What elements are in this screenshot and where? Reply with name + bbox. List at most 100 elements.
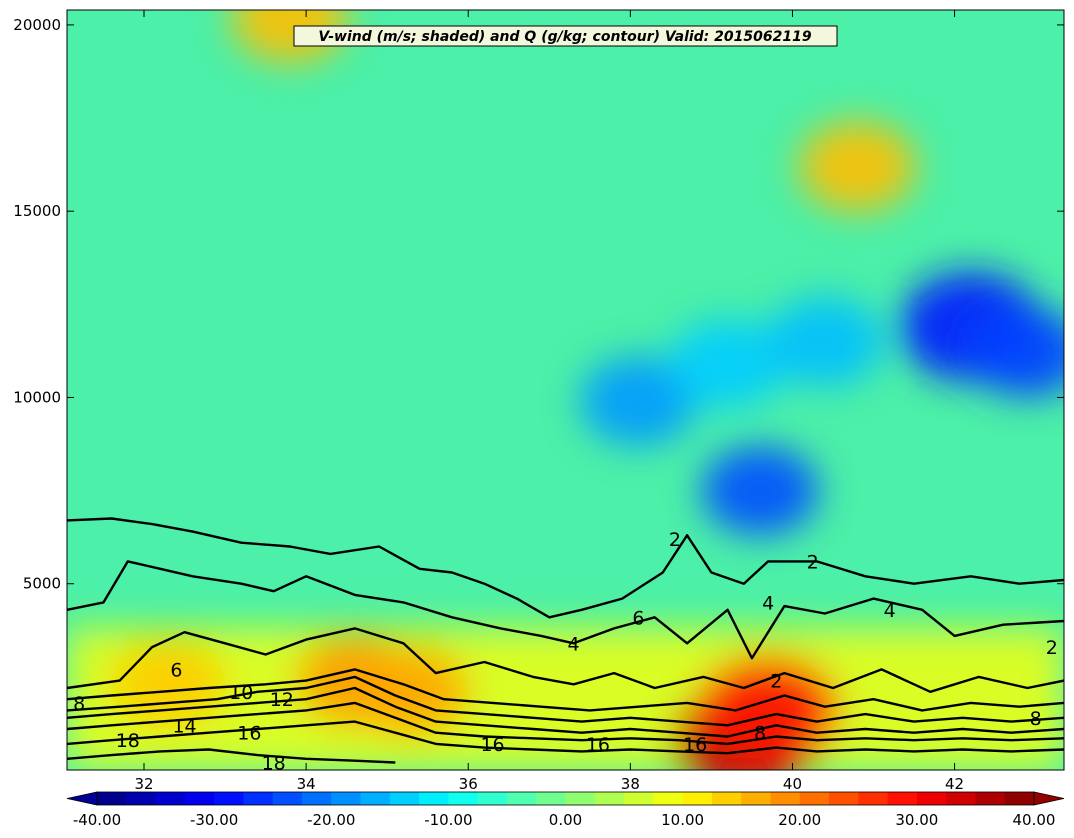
x-tick-label: 40 <box>783 775 802 793</box>
colorbar-cells <box>66 791 1065 806</box>
contour-line-q-4 <box>67 560 1064 660</box>
contour-label: 18 <box>116 730 140 752</box>
contour-line-q-12 <box>67 686 1064 738</box>
colorbar-cell <box>360 792 391 805</box>
colorbar-cell <box>272 792 303 805</box>
y-tick-label: 5000 <box>23 575 61 593</box>
colorbar-cell <box>770 792 801 805</box>
contour-label: 2 <box>770 671 782 693</box>
colorbar-cell <box>829 792 859 805</box>
plot-frame <box>66 9 1065 771</box>
contour-label: 6 <box>632 607 644 629</box>
colorbar-cell <box>301 792 332 805</box>
shaded-feature <box>231 10 349 63</box>
shaded-feature <box>766 296 884 387</box>
contour-label: 8 <box>754 723 766 745</box>
colorbar-cell <box>887 792 918 805</box>
colorbar-cell <box>214 792 244 805</box>
contour-label: 6 <box>170 659 182 681</box>
colorbar-cell <box>477 792 508 805</box>
colorbar-cell <box>565 792 596 805</box>
contour-line-q-8 <box>67 668 1064 712</box>
colorbar-cell <box>389 792 420 805</box>
shaded-feature <box>798 121 916 212</box>
contour-line-q-10 <box>67 675 1064 727</box>
x-tick-label: 32 <box>134 775 153 793</box>
contour-label: 4 <box>762 592 774 614</box>
y-tick-label: 20000 <box>13 16 61 34</box>
contour-layer <box>67 517 1064 764</box>
colorbar-cell <box>682 792 713 805</box>
contour-label: 18 <box>262 753 286 775</box>
contour-label: 12 <box>270 689 294 711</box>
colorbar-tick-label: 40.00 <box>1013 811 1056 829</box>
y-tick-label: 15000 <box>13 202 61 220</box>
shaded-feature <box>579 356 697 447</box>
colorbar-cell <box>916 792 947 805</box>
colorbar-tick-label: 0.00 <box>549 811 582 829</box>
colorbar-cell <box>184 792 215 805</box>
colorbar-cell <box>975 792 1006 805</box>
x-tick-label: 38 <box>621 775 640 793</box>
colorbar-cell <box>1004 792 1035 805</box>
colorbar-cell <box>97 792 127 805</box>
contour-line-q-16 <box>67 720 1064 755</box>
y-axis: 5000 10000 15000 20000 <box>13 16 1064 593</box>
colorbar-cell <box>243 792 274 805</box>
contour-label: 8 <box>73 693 85 715</box>
contour-label: 4 <box>568 633 580 655</box>
colorbar-cell <box>624 792 654 805</box>
colorbar-tick-label: -20.00 <box>307 811 355 829</box>
contour-line-q-18 <box>67 748 396 764</box>
colorbar-cell <box>506 792 537 805</box>
contour-label: 8 <box>1030 708 1042 730</box>
colorbar-cell <box>741 792 771 805</box>
colorbar-cell <box>536 792 566 805</box>
colorbar-cell <box>653 792 684 805</box>
shaded-lowlevel-band <box>67 628 1064 770</box>
contour-label: 4 <box>884 600 896 622</box>
colorbar-cell <box>419 792 449 805</box>
chart-title-box: V-wind (m/s; shaded) and Q (g/kg; contou… <box>293 25 838 47</box>
colorbar-max-extend <box>1033 791 1065 806</box>
colorbar-cell <box>946 792 976 805</box>
shaded-feature <box>701 445 819 536</box>
contour-line-q-2 <box>67 517 1064 619</box>
x-tick-label: 34 <box>297 775 316 793</box>
colorbar-tick-label: 20.00 <box>778 811 821 829</box>
colorbar-cell <box>799 792 830 805</box>
colorbar-ticks: -40.00 -30.00 -20.00 -10.00 0.00 10.00 20.00 30… <box>73 811 1056 829</box>
contour-label: 2 <box>669 529 681 551</box>
x-axis: 32 34 36 38 40 42 <box>134 10 964 793</box>
chart-title-background <box>293 25 838 47</box>
colorbar-cell <box>448 792 479 805</box>
x-tick-label: 36 <box>459 775 478 793</box>
x-tick-label: 42 <box>945 775 964 793</box>
colorbar-min-extend <box>66 791 98 806</box>
contour-label: 16 <box>586 734 610 756</box>
colorbar-cell <box>858 792 889 805</box>
colorbar-cell <box>594 792 625 805</box>
shaded-feature <box>669 318 787 409</box>
y-tick-label: 10000 <box>13 388 61 406</box>
colorbar-tick-label: -30.00 <box>190 811 238 829</box>
contour-label: 16 <box>480 734 504 756</box>
colorbar-tick-label: 10.00 <box>661 811 704 829</box>
colorbar-cell <box>711 792 742 805</box>
contour-label: 14 <box>172 715 196 737</box>
contour-label: 10 <box>229 682 253 704</box>
chart-title: V-wind (m/s; shaded) and Q (g/kg; contou… <box>318 29 811 45</box>
colorbar-tick-label: -40.00 <box>73 811 121 829</box>
contour-line-q-14 <box>67 701 1064 746</box>
colorbar-cell <box>331 792 362 805</box>
contour-label: 2 <box>1046 637 1058 659</box>
colorbar-cell <box>155 792 186 805</box>
contour-line-q-6 <box>67 627 1064 693</box>
contour-label: 16 <box>683 734 707 756</box>
colorbar-cell <box>126 792 157 805</box>
contour-label: 2 <box>807 551 819 573</box>
colorbar-tick-label: 30.00 <box>895 811 938 829</box>
